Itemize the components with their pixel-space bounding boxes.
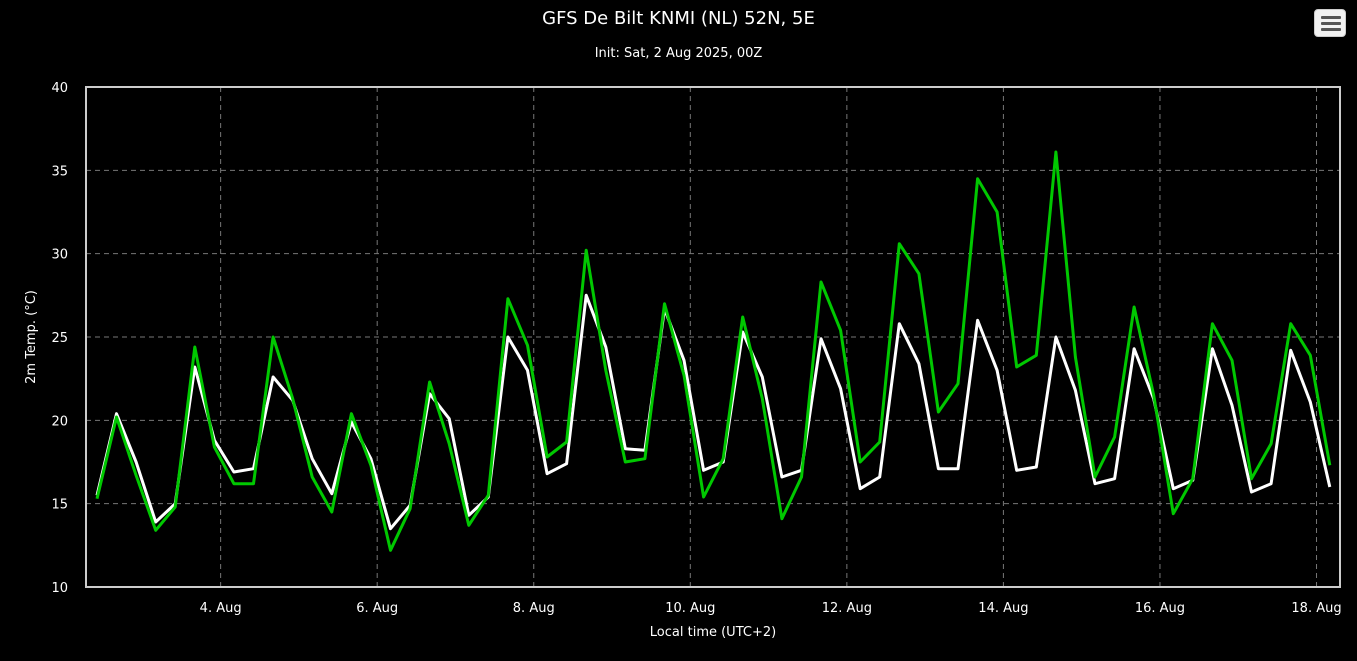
- y-axis-ticks: 10 15 20 25 30 35 40: [51, 81, 68, 596]
- chart-title: GFS De Bilt KNMI (NL) 52N, 5E: [542, 8, 815, 29]
- chart-subtitle: Init: Sat, 2 Aug 2025, 00Z: [594, 46, 763, 61]
- y-tick-label: 20: [51, 414, 68, 429]
- grid: [86, 87, 1340, 587]
- y-tick-label: 30: [51, 248, 68, 263]
- plot-border: [85, 86, 1341, 588]
- x-axis-title: Local time (UTC+2): [650, 625, 776, 640]
- x-tick-label: 6. Aug: [356, 601, 398, 616]
- x-tick-label: 10. Aug: [665, 601, 715, 616]
- y-tick-label: 25: [51, 331, 68, 346]
- x-tick-label: 16. Aug: [1135, 601, 1185, 616]
- y-axis-title: 2m Temp. (°C): [24, 290, 39, 384]
- x-tick-label: 18. Aug: [1291, 601, 1341, 616]
- y-tick-label: 35: [51, 164, 68, 179]
- x-axis-ticks: 4. Aug 6. Aug 8. Aug 10. Aug 12. Aug 14. Aug 1…: [200, 601, 1342, 616]
- hamburger-menu-icon: [1321, 16, 1341, 19]
- series-group: [95, 150, 1332, 552]
- hamburger-menu-button[interactable]: [1314, 9, 1346, 37]
- x-tick-label: 4. Aug: [200, 601, 242, 616]
- series-line-0: [95, 293, 1332, 531]
- x-tick-label: 14. Aug: [978, 601, 1028, 616]
- y-tick-label: 40: [51, 81, 68, 96]
- series-line-1: [95, 150, 1332, 552]
- y-tick-label: 15: [51, 498, 68, 513]
- x-tick-label: 8. Aug: [513, 601, 555, 616]
- x-tick-label: 12. Aug: [822, 601, 872, 616]
- y-tick-label: 10: [51, 581, 68, 596]
